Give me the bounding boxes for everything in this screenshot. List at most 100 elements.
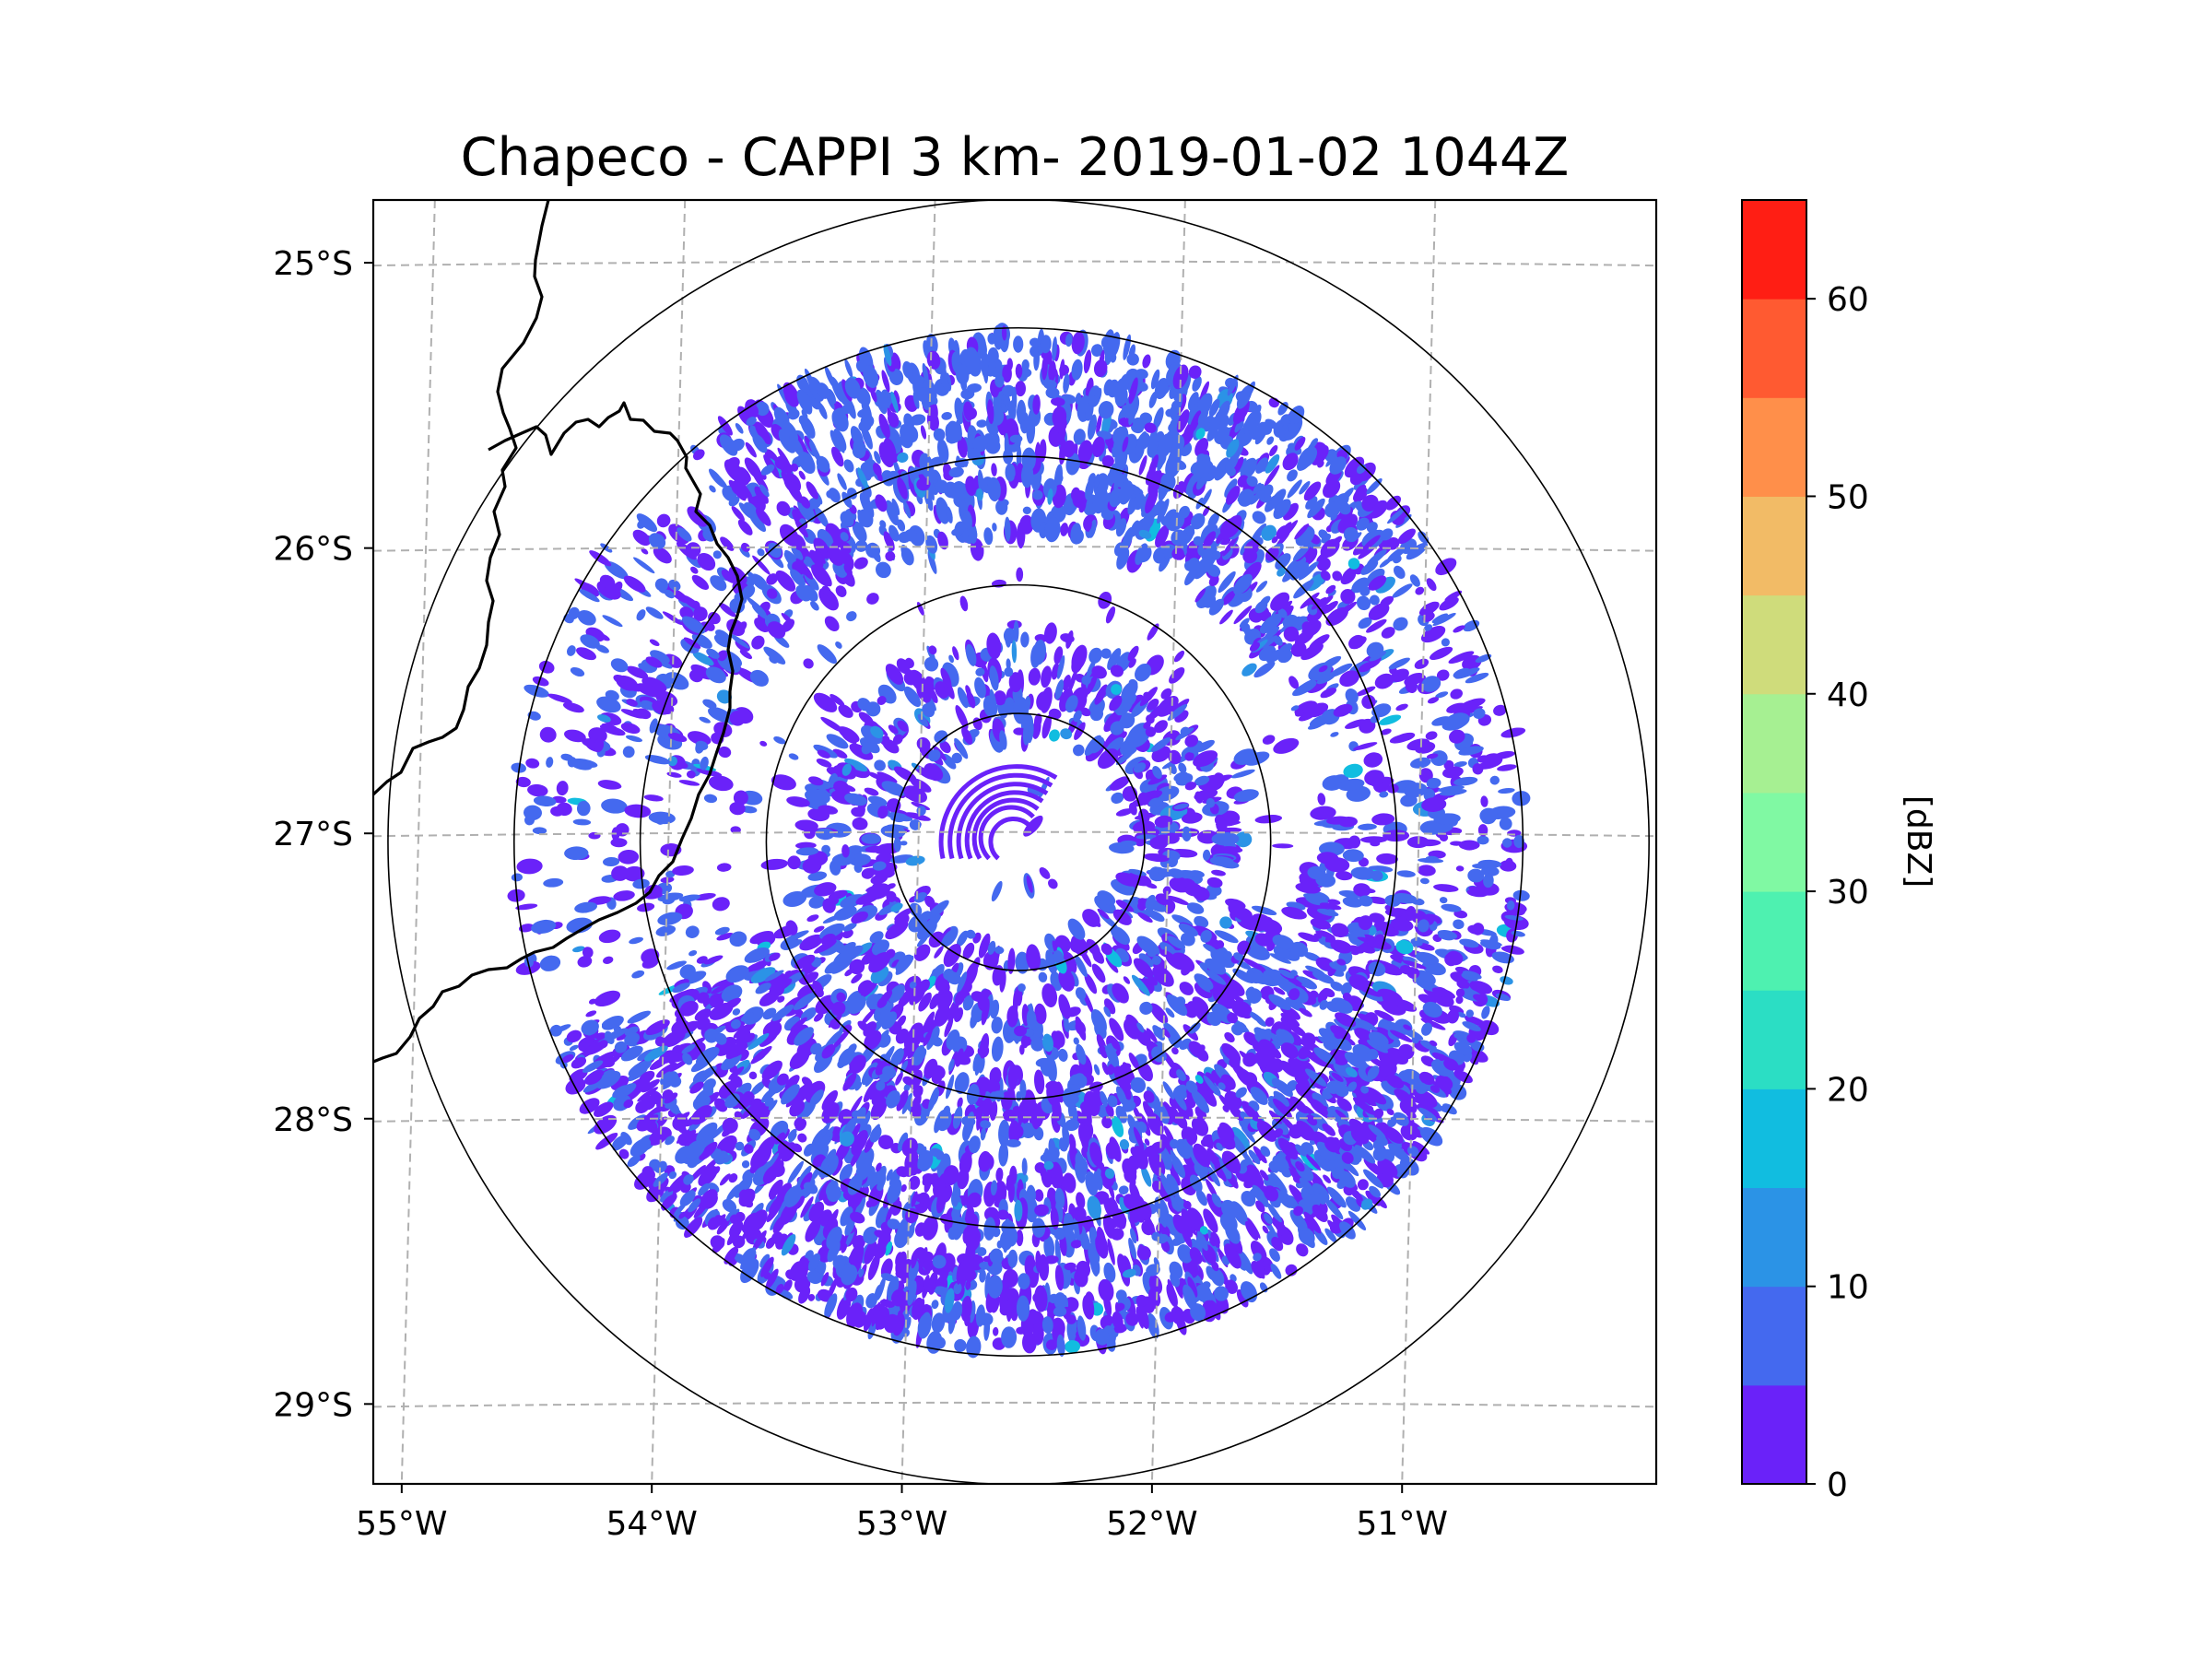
echo-cell [967,448,981,461]
echo-cell [515,776,531,788]
echo-cell [1090,1009,1107,1033]
echo-cell [983,527,994,546]
echo-cell [1006,1174,1013,1187]
echo-cell [818,587,839,611]
echo-cell [916,684,932,703]
echo-cell [794,1195,806,1209]
echo-cell [718,746,732,759]
echo-cell [815,507,829,528]
echo-cell [941,929,955,947]
echo-cell [1310,918,1331,930]
echo-cell [706,648,720,659]
echo-cell [1288,988,1300,1001]
echo-cell [839,1164,853,1182]
echo-cell [1181,1208,1193,1228]
echo-cell [1374,1009,1394,1021]
echo-cell [1209,416,1221,431]
echo-cell [1368,896,1388,905]
echo-cell [568,606,580,620]
echo-cell [1366,618,1387,633]
echo-cell [1171,1155,1185,1179]
echo-cell [543,877,564,888]
echo-cell [1438,1053,1446,1062]
echo-cell [815,538,828,554]
echo-cell [740,1012,754,1022]
echo-cell [1110,925,1130,945]
echo-cell [1169,666,1185,684]
echo-cell [1259,595,1271,607]
echo-cell [1338,1171,1356,1188]
echo-cell [580,634,600,649]
echo-cell [1107,1238,1115,1265]
echo-cell [1422,612,1435,622]
echo-cell [1238,1000,1253,1013]
echo-cell [1153,406,1164,429]
echo-cell [972,436,988,453]
echo-cell [1193,556,1211,580]
echo-cell [1067,668,1078,695]
echo-cell [539,955,561,971]
echo-cell [533,795,557,806]
echo-cell [870,725,884,739]
echo-cell [808,441,822,464]
echo-cell [657,892,684,902]
echo-cell [1196,469,1209,490]
echo-cell [1349,636,1367,650]
echo-cell [1295,1161,1305,1172]
echo-cell [866,593,879,605]
echo-cell [902,500,912,519]
echo-cell [1253,661,1276,678]
echo-cell [1423,624,1433,631]
echo-cell [1312,1092,1327,1107]
echo-cell [800,1171,813,1190]
echo-cell [1218,1082,1226,1090]
echo-cell [793,992,816,1011]
echo-cell [1135,1200,1152,1221]
echo-cell [991,1036,1004,1062]
echo-cell [953,1282,962,1295]
echo-cell [1317,793,1326,806]
echo-cell [695,740,709,750]
echo-cell [1330,982,1344,992]
echo-cell [1058,994,1071,1019]
echo-cell [1330,732,1339,737]
echo-cell [1195,1048,1209,1062]
echo-cell [999,730,1007,750]
echo-cell [1414,1089,1438,1108]
echo-cell [787,855,801,870]
echo-cell [1446,702,1466,713]
echo-cell [789,1261,806,1281]
echo-cell [1084,972,1098,994]
echo-cell [987,399,994,425]
echo-cell [1459,698,1486,710]
echo-cell [879,1299,895,1308]
echo-cell [796,389,813,415]
echo-cell [795,558,814,580]
echo-cell [764,970,784,982]
echo-cell [832,748,848,759]
echo-cell [830,376,843,403]
echo-cell [1048,878,1058,889]
echo-cell [749,1209,768,1231]
echo-cell [858,712,874,725]
echo-cell [754,935,765,944]
echo-cell [1070,523,1082,543]
echo-cell [798,415,808,427]
echo-cell [1260,1146,1271,1157]
echo-cell [719,1173,731,1186]
echo-cell [1435,691,1449,699]
echo-cell [1280,1013,1300,1027]
echo-cell [585,1027,594,1036]
echo-cell [527,711,541,721]
echo-cell [1430,646,1453,661]
echo-cell [1393,565,1406,579]
echo-cell [1166,994,1188,1017]
echo-cell [681,1129,697,1144]
echo-cell [1089,1251,1100,1277]
echo-cell [860,1008,876,1026]
echo-cell [622,746,635,759]
echo-cell [1264,465,1280,487]
echo-cell [1252,1184,1269,1207]
echo-cell [877,1182,884,1192]
echo-cell [1191,1089,1210,1113]
